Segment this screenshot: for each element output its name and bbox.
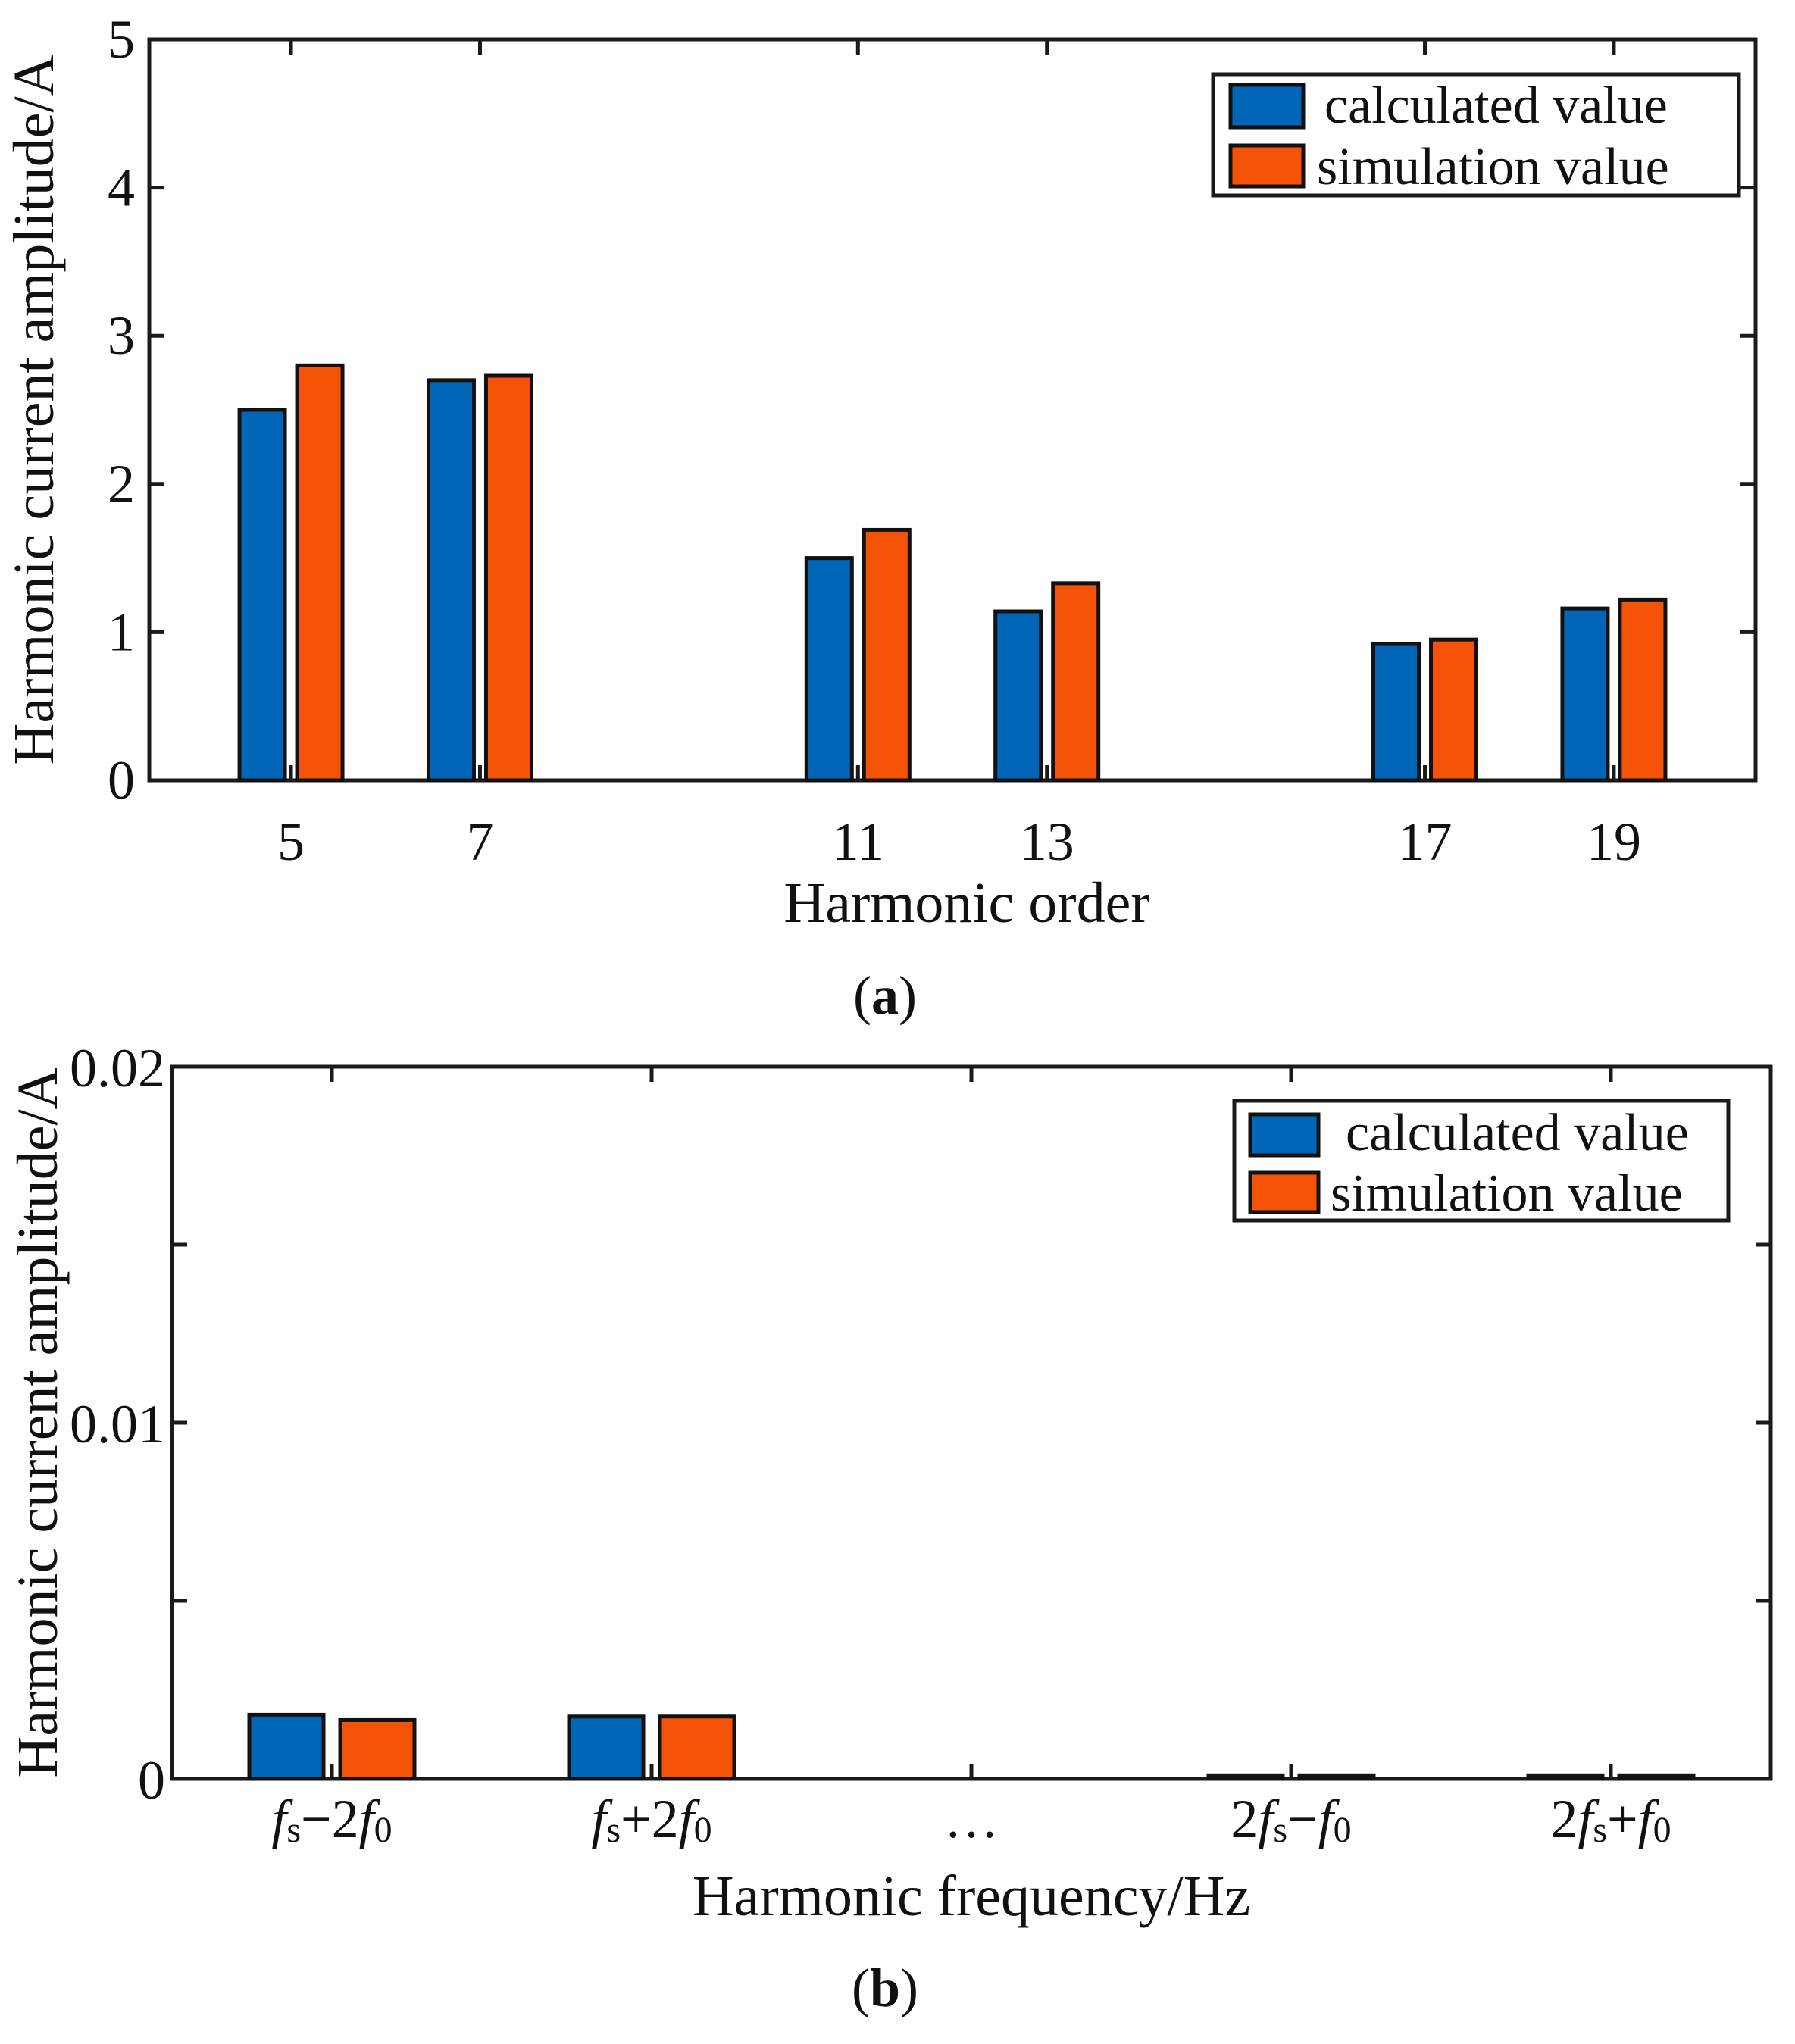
x-tick-label: fs+2f0 [591,1789,711,1850]
x-axis-title: Harmonic order [783,871,1149,935]
y-tick-label: 3 [108,305,135,366]
bars-calculated-group [247,1712,1605,1781]
y-tick-label: 0 [108,750,135,811]
y-axis-title: Harmonic current amplitude/A [2,55,66,764]
x-tick-label: … [944,1789,999,1849]
y-axis-ticks: 0 1 2 3 4 5 [108,9,1756,811]
y-axis-title: Harmonic current amplitude/A [6,1067,70,1777]
bars-simulation-group [295,363,1668,783]
x-tick-label: 2fs−f0 [1231,1789,1351,1850]
legend-label-calculated: calculated value [1324,77,1668,135]
legend-swatch-calculated [1248,1112,1321,1158]
bar-calculated [247,1712,326,1781]
bar-simulation [1051,581,1101,783]
x-tick-label: fs−2f0 [271,1789,392,1850]
bar-calculated [426,378,476,783]
legend: calculated value simulation value [1232,1099,1731,1223]
bar-calculated [567,1714,646,1781]
legend-swatch-simulation [1228,143,1306,189]
x-tick-label: 17 [1398,811,1453,872]
panel-label-a: (a) [853,965,917,1026]
y-tick-label: 0.01 [70,1394,165,1455]
chart-panel-b: 0 0.01 0.02 fs−2f0 fs+2f0 … 2fs−f0 2fs+f0 Harm… [6,1038,1773,2018]
y-tick-label: 2 [108,454,135,514]
panel-label-b: (b) [852,1958,918,2018]
bar-simulation [1429,637,1479,783]
x-tick-label: 13 [1020,811,1074,872]
y-tick-label: 0 [138,1750,165,1811]
bar-simulation [1618,597,1668,783]
x-tick-label: 5 [277,811,305,872]
legend-label-simulation: simulation value [1331,1164,1683,1223]
x-tick-label: 11 [832,811,884,872]
legend-label-simulation: simulation value [1317,138,1669,196]
bar-calculated [1371,642,1421,783]
bar-calculated [993,609,1043,783]
y-tick-label: 4 [108,158,135,218]
x-tick-label: 19 [1587,811,1641,872]
legend: calculated value simulation value [1211,72,1741,198]
y-axis-ticks: 0 0.01 0.02 [70,1038,1771,1811]
y-tick-label: 0.02 [70,1038,165,1099]
bar-calculated [237,408,287,783]
bar-simulation [483,373,533,783]
bar-simulation [658,1714,736,1781]
chart-panel-a: 0 1 2 3 4 5 5 7 11 13 17 19 Harmonic current ampli… [2,9,1758,1026]
legend-label-calculated: calculated value [1346,1104,1689,1162]
x-axis-title: Harmonic frequency/Hz [693,1864,1250,1928]
x-tick-label: 2fs+f0 [1550,1789,1671,1850]
bar-calculated [1206,1773,1285,1781]
bar-calculated [804,556,854,783]
y-tick-label: 5 [108,9,135,70]
legend-swatch-simulation [1248,1170,1321,1214]
bar-calculated [1526,1773,1605,1781]
bar-calculated [1560,606,1610,783]
bars-calculated-group [237,378,1610,783]
bar-simulation [862,527,912,783]
bars-simulation-group [338,1714,1696,1781]
y-tick-label: 1 [108,602,135,662]
x-axis-ticks: 5 7 11 13 17 19 [277,39,1641,872]
bar-simulation [1617,1773,1696,1781]
legend-swatch-calculated [1228,83,1306,130]
bar-simulation [1297,1773,1376,1781]
bar-simulation [338,1717,417,1781]
bar-simulation [295,363,345,783]
plot-area-frame [147,37,1758,783]
x-tick-label: 7 [466,811,493,872]
